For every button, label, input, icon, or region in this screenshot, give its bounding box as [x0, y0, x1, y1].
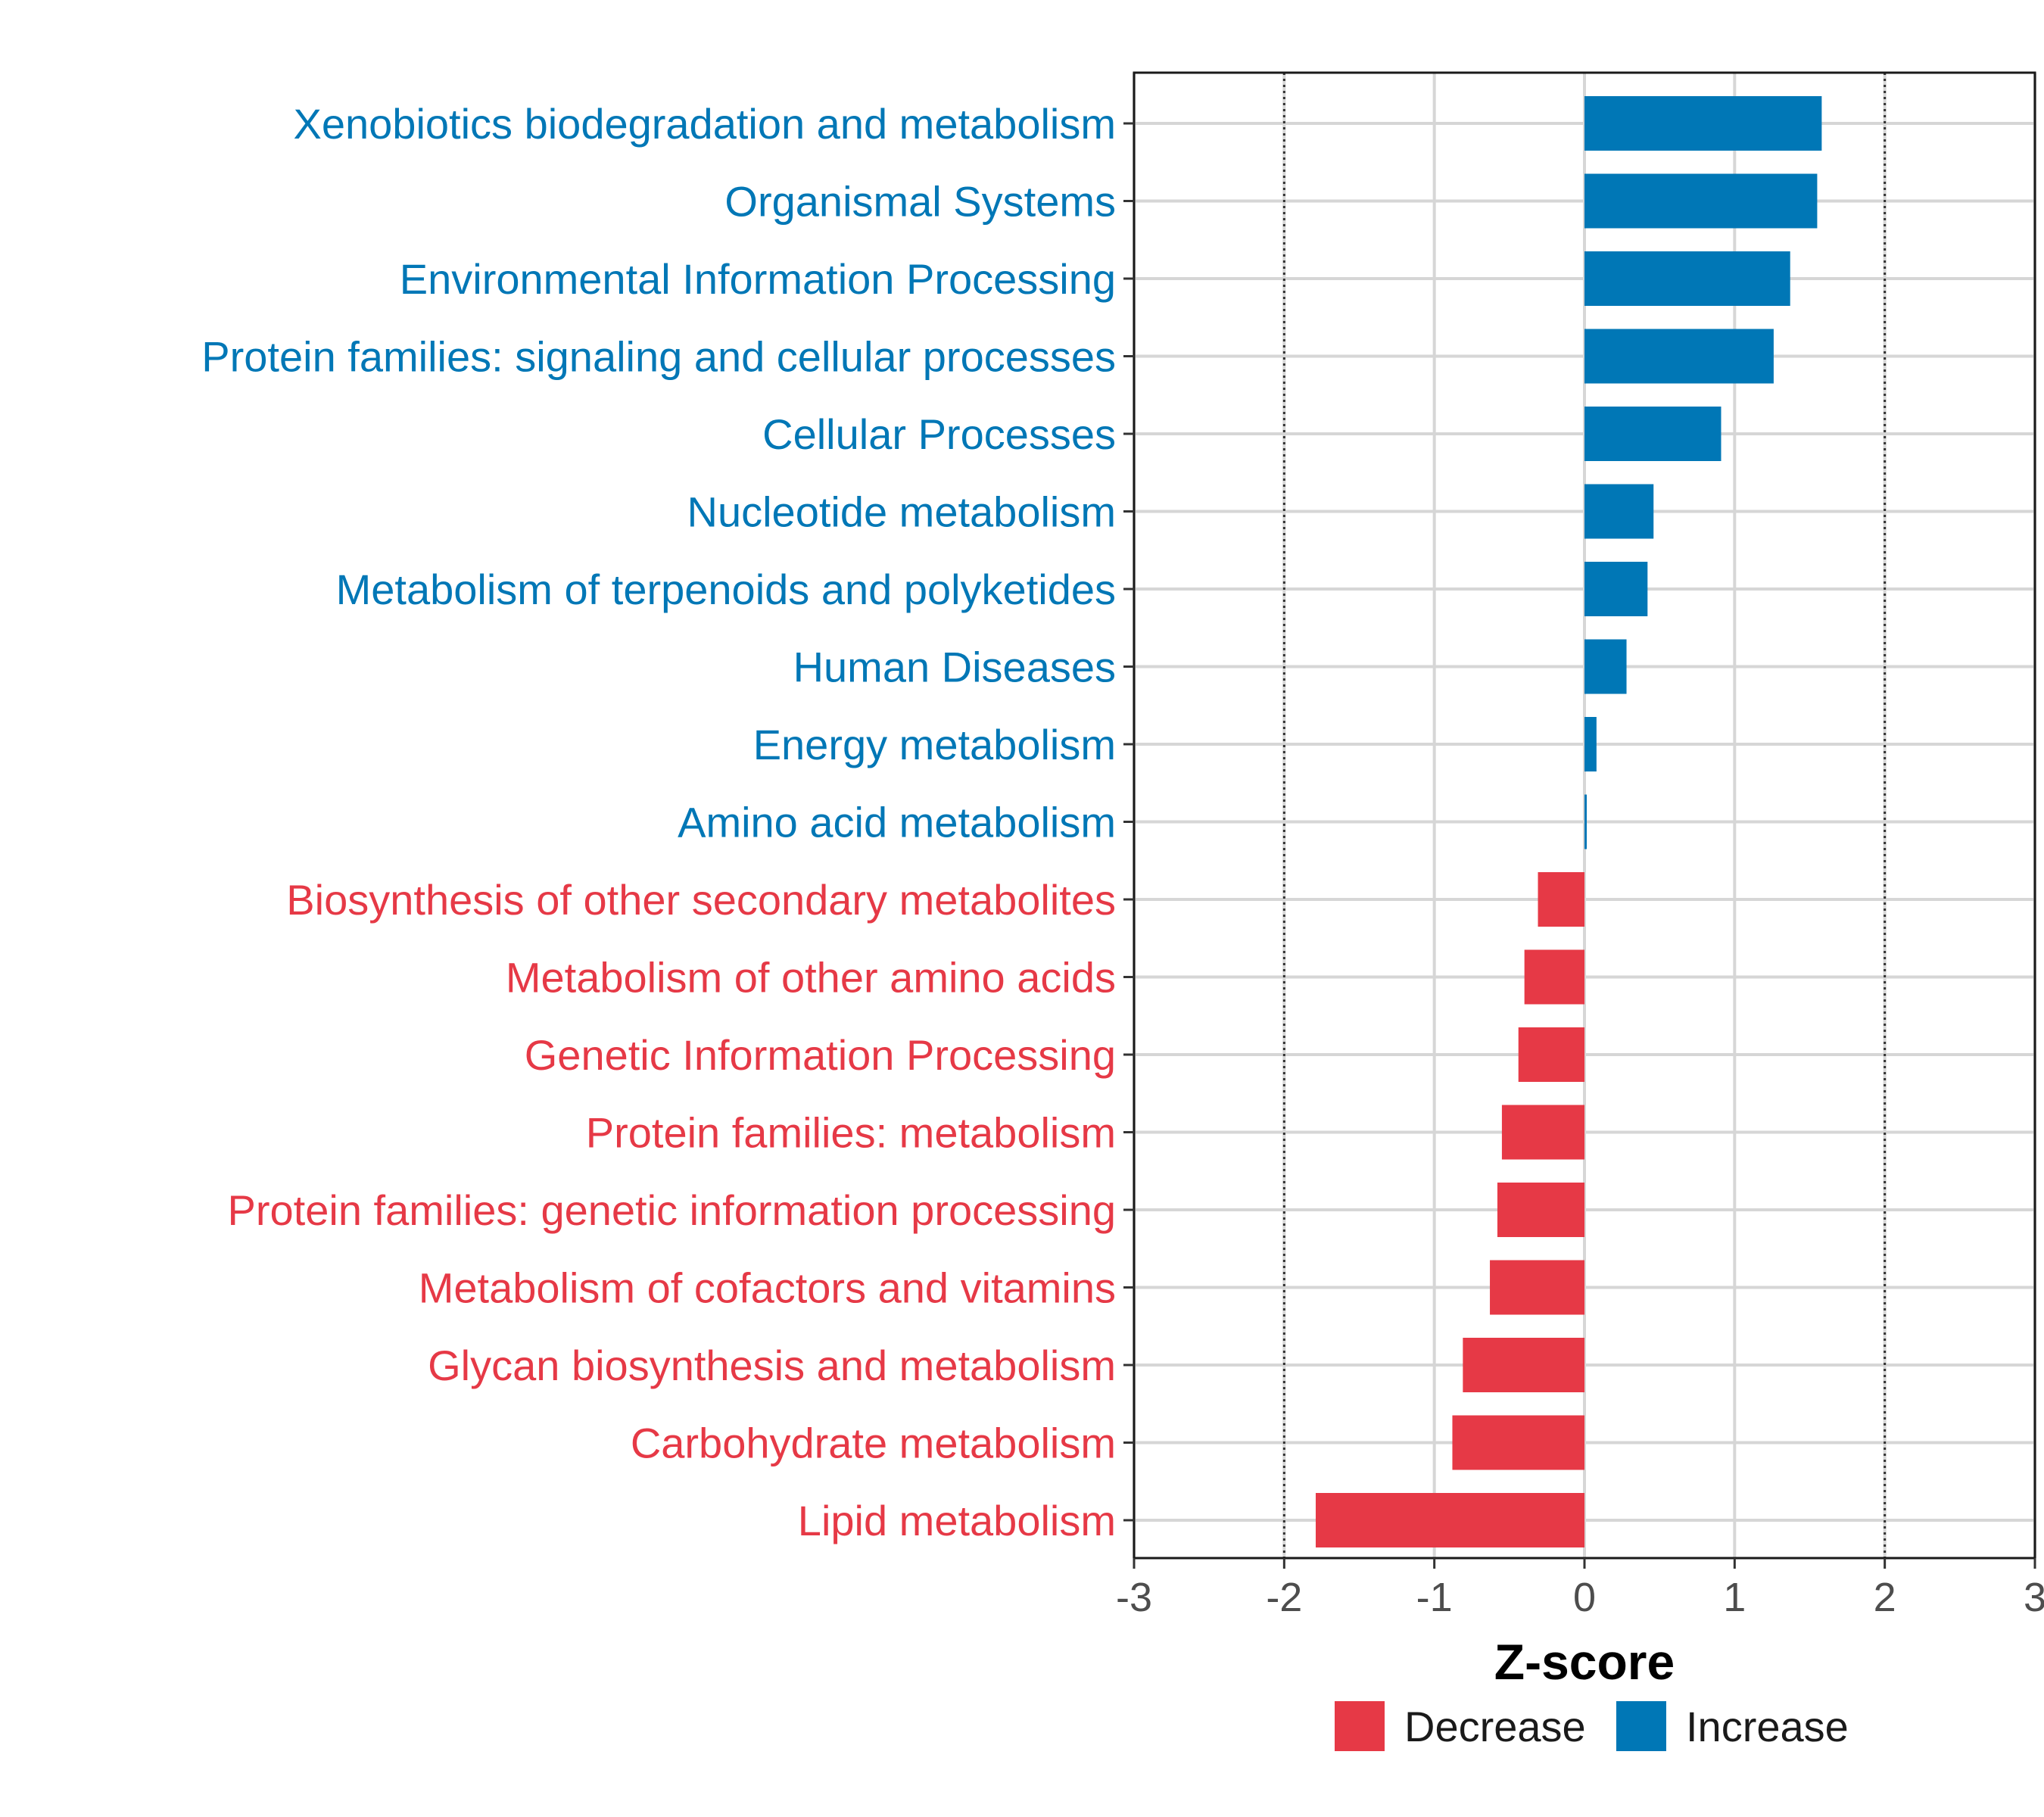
category-label: Carbohydrate metabolism: [631, 1420, 1116, 1467]
category-label: Organismal Systems: [724, 178, 1116, 226]
category-label: Amino acid metabolism: [678, 799, 1116, 846]
bar-decrease: [1452, 1415, 1584, 1470]
category-label: Metabolism of terpenoids and polyketides: [336, 566, 1116, 613]
x-axis-title: Z-score: [1494, 1634, 1675, 1690]
bar-decrease: [1518, 1027, 1584, 1082]
category-label: Protein families: signaling and cellular…: [201, 333, 1116, 381]
category-label: Lipid metabolism: [798, 1497, 1116, 1544]
legend-label-decrease: Decrease: [1404, 1703, 1586, 1750]
bar-increase: [1584, 329, 1774, 384]
legend: Decrease Increase: [1335, 1701, 1849, 1751]
bar-increase: [1584, 251, 1790, 306]
bar-increase: [1584, 484, 1654, 539]
category-label: Protein families: metabolism: [586, 1109, 1116, 1157]
x-axis-ticks: -3 -2 -1 0 1 2 3: [1116, 1558, 2044, 1620]
category-label: Genetic Information Processing: [525, 1031, 1116, 1079]
bar-increase: [1584, 562, 1648, 616]
category-label: Glycan biosynthesis and metabolism: [428, 1342, 1116, 1389]
category-label: Metabolism of other amino acids: [506, 954, 1116, 1002]
bar-decrease: [1497, 1183, 1584, 1237]
bar-increase: [1584, 96, 1822, 151]
bar-increase: [1584, 173, 1818, 229]
category-label: Cellular Processes: [762, 410, 1116, 458]
category-label: Biosynthesis of other secondary metaboli…: [286, 876, 1116, 924]
bar-decrease: [1463, 1338, 1584, 1392]
bar-increase: [1584, 794, 1587, 849]
category-label: Protein families: genetic information pr…: [228, 1186, 1116, 1234]
bar-decrease: [1501, 1105, 1584, 1160]
y-axis-ticks: [1123, 122, 1134, 1522]
bars: [1315, 96, 1822, 1547]
category-label: Human Diseases: [793, 644, 1116, 691]
bar-decrease: [1538, 872, 1584, 927]
bar-increase: [1584, 639, 1627, 694]
x-tick-label: -1: [1416, 1575, 1453, 1620]
bar-increase: [1584, 717, 1597, 771]
category-label: Metabolism of cofactors and vitamins: [419, 1264, 1116, 1312]
bar-decrease: [1315, 1493, 1584, 1547]
category-labels: Xenobiotics biodegradation and metabolis…: [201, 100, 1116, 1544]
legend-swatch-decrease: [1335, 1701, 1385, 1751]
bar-decrease: [1490, 1260, 1584, 1315]
x-tick-label: 2: [1874, 1575, 1896, 1620]
legend-swatch-increase: [1616, 1701, 1666, 1751]
x-tick-label: 1: [1723, 1575, 1746, 1620]
x-tick-label: -2: [1266, 1575, 1302, 1620]
category-label: Energy metabolism: [753, 721, 1116, 768]
legend-label-increase: Increase: [1686, 1703, 1849, 1750]
category-label: Nucleotide metabolism: [687, 488, 1116, 536]
x-tick-label: -3: [1116, 1575, 1152, 1620]
category-label: Environmental Information Processing: [400, 255, 1116, 303]
bar-increase: [1584, 407, 1722, 461]
x-tick-label: 3: [2024, 1575, 2044, 1620]
x-tick-label: 0: [1573, 1575, 1596, 1620]
category-label: Xenobiotics biodegradation and metabolis…: [294, 100, 1116, 148]
bar-decrease: [1524, 949, 1584, 1005]
